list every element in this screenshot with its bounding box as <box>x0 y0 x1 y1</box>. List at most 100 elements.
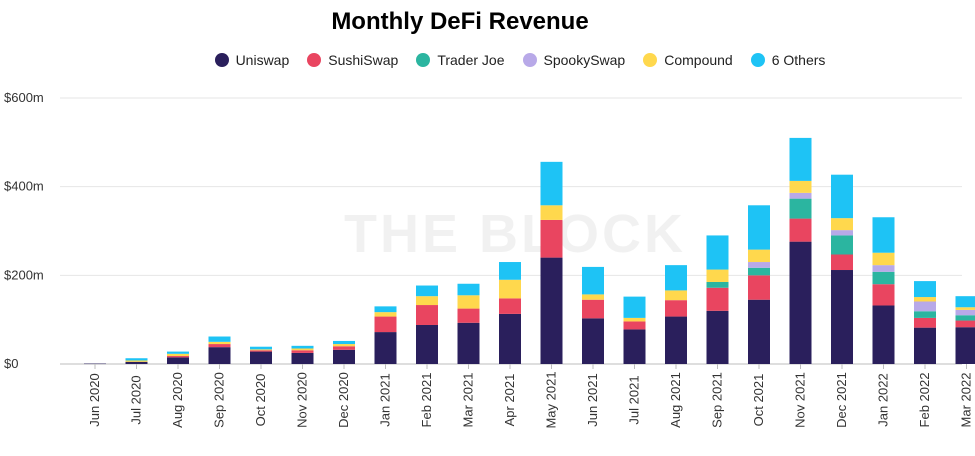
bar-segment <box>914 281 936 298</box>
bar-segment <box>582 294 604 300</box>
legend-label: Trader Joe <box>437 52 505 68</box>
legend-item[interactable]: SpookySwap <box>522 52 626 68</box>
legend-item[interactable]: 6 Others <box>750 52 826 68</box>
bar-segment <box>208 344 231 348</box>
bar-segment <box>416 285 438 297</box>
y-tick-label: $0 <box>4 356 18 371</box>
x-tick-label: Jun 2020 <box>87 373 102 427</box>
bar-segment <box>167 356 189 358</box>
bar-segment <box>665 265 687 291</box>
bar-segment <box>872 265 895 272</box>
x-tick-label: May 2021 <box>544 371 559 428</box>
bar-segment <box>789 241 812 364</box>
bar-segment <box>582 266 604 295</box>
bar-segment <box>457 283 480 296</box>
bar-segment <box>167 353 189 357</box>
bar-segment <box>499 279 521 299</box>
legend-item[interactable]: Trader Joe <box>416 52 505 68</box>
bar-segment <box>125 361 148 364</box>
bar-segment <box>333 344 355 347</box>
x-tick-label: Jul 2020 <box>129 375 144 424</box>
bar-segment <box>872 284 895 306</box>
bar-segment <box>457 308 480 323</box>
bar-segment <box>914 327 936 364</box>
bar-segment <box>914 317 936 328</box>
bar-segment <box>831 174 853 219</box>
bar-segment <box>374 332 397 364</box>
legend-item[interactable]: SushiSwap <box>307 52 398 68</box>
bar-segment <box>499 298 521 314</box>
x-tick-label: Dec 2021 <box>834 372 849 428</box>
legend-swatch <box>307 53 322 67</box>
x-tick-label: Jan 2022 <box>876 373 891 427</box>
bar-segment <box>789 137 812 181</box>
x-tick-label: Aug 2020 <box>170 372 185 428</box>
bar-segment <box>457 295 480 309</box>
bar-segment <box>582 299 604 319</box>
x-tick-label: Sep 2020 <box>212 372 227 428</box>
x-tick-label: Jun 2021 <box>585 373 600 427</box>
bar-segment <box>831 218 853 231</box>
x-tick-label: Nov 2021 <box>793 372 808 428</box>
bar-segment <box>208 341 231 345</box>
bar-segment <box>416 296 438 306</box>
bar-segment <box>665 300 687 317</box>
legend-label: Compound <box>664 52 733 68</box>
legend-item[interactable]: Uniswap <box>214 52 289 68</box>
watermark-text: THE BLOCK <box>344 204 686 264</box>
bar-segment <box>374 312 397 317</box>
bar-segment <box>872 271 895 285</box>
y-tick-label: $400m <box>4 179 44 194</box>
bar-segment <box>872 305 895 364</box>
bar-segment <box>914 311 936 318</box>
bar-segment <box>623 329 646 364</box>
legend-swatch <box>214 53 229 67</box>
bar-segment <box>250 351 272 364</box>
bar-segment <box>167 357 189 364</box>
bar-segment <box>250 350 272 352</box>
bar-segment <box>706 269 729 282</box>
bar-segment <box>623 317 646 322</box>
bar-segment <box>291 350 314 353</box>
x-tick-label: Mar 2022 <box>959 373 974 428</box>
bar-segment <box>291 348 314 351</box>
bar-segment <box>831 270 853 364</box>
bar-segment <box>706 281 729 288</box>
bar-segment <box>250 349 272 351</box>
bar-segment <box>914 297 936 302</box>
x-tick-label: Oct 2020 <box>253 374 268 427</box>
bar-segment <box>540 205 563 220</box>
legend-swatch <box>750 53 765 67</box>
x-tick-label: Oct 2021 <box>751 374 766 427</box>
bar-segment <box>333 340 355 345</box>
bar-segment <box>955 307 975 310</box>
bar-segment <box>789 192 812 199</box>
bar-segment <box>706 287 729 311</box>
chart-title: Monthly DeFi Revenue <box>331 8 589 35</box>
bar-segment <box>416 324 438 364</box>
x-tick-label: Feb 2022 <box>917 373 932 428</box>
bar-segment <box>582 318 604 364</box>
bar-segment <box>706 310 729 364</box>
legend-swatch <box>643 53 658 67</box>
legend-item[interactable]: Compound <box>643 52 733 68</box>
legend-label: SpookySwap <box>543 52 626 68</box>
bar-segment <box>748 299 770 364</box>
bar-segment <box>748 249 770 263</box>
x-tick-label: Jan 2021 <box>378 373 393 427</box>
y-tick-label: $600m <box>4 90 44 105</box>
bar-segment <box>955 320 975 328</box>
legend: Uniswap SushiSwap Trader Joe SpookySwap Comp… <box>0 52 975 68</box>
bar-segment <box>208 336 231 342</box>
bar-segment <box>955 309 975 316</box>
x-tick-label: Aug 2021 <box>668 372 683 428</box>
legend-label: 6 Others <box>771 52 826 68</box>
x-tick-label: Apr 2021 <box>502 374 517 427</box>
bar-segment <box>540 161 563 206</box>
bar-segment <box>499 262 521 280</box>
bar-segment <box>374 306 397 313</box>
bar-segment <box>831 254 853 271</box>
bar-segment <box>872 252 895 266</box>
bar-segment <box>706 235 729 270</box>
bar-segment <box>789 198 812 219</box>
